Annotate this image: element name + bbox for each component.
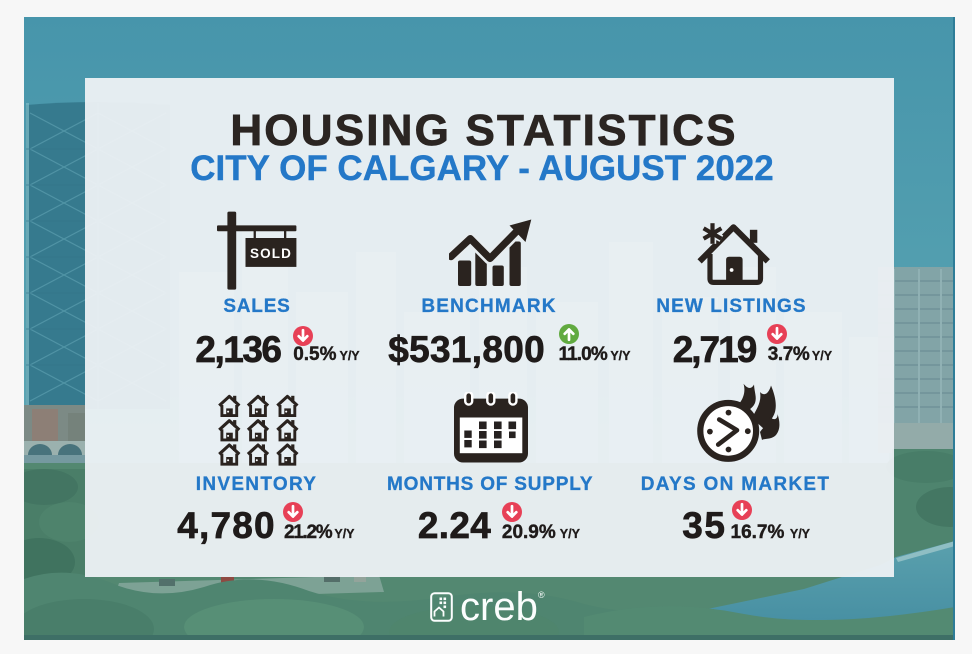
svg-text:SOLD: SOLD bbox=[250, 246, 292, 261]
